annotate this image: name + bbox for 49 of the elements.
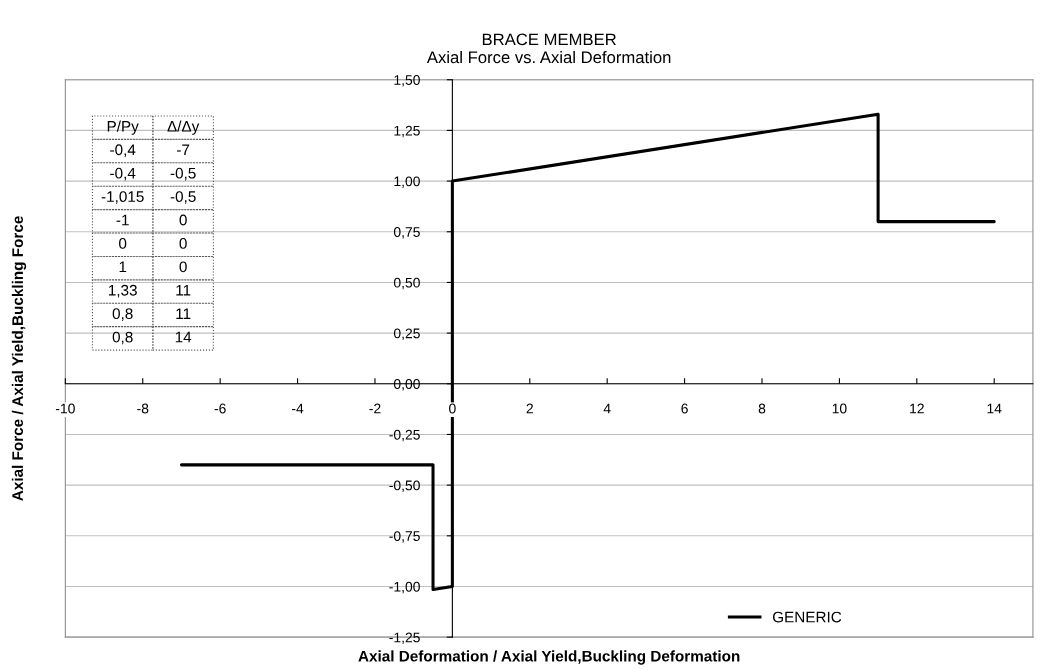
chart-subtitle: Axial Force vs. Axial Deformation [426,50,671,64]
annotation: P/Py [107,120,139,135]
annotation: 0 [179,238,187,249]
y-tick-label: 0,50 [393,277,420,290]
y-tick-label: 1,00 [394,176,420,188]
y-tick-label: 1,50 [394,75,420,87]
x-tick-label: 8 [758,403,766,414]
legend-label: GENERIC [772,611,842,623]
x-tick-label: 4 [603,403,611,414]
annotation: Δ/Δy [167,120,200,135]
x-tick-label: 12 [910,403,924,414]
annotation: 0 [179,214,187,226]
y-tick-label: 0,25 [393,328,420,340]
annotation: 0,8 [112,331,133,345]
x-tick-label: -4 [292,403,304,414]
y-tick-label: -0,25 [389,429,420,442]
annotation: 0,8 [112,308,133,321]
x-tick-label: -10 [55,403,75,414]
x-tick-label: 6 [681,403,688,414]
annotation: 1 [119,261,127,273]
annotation: 1,33 [108,284,137,298]
annotation: -1 [116,214,129,226]
y-tick-label: -0,50 [389,480,420,492]
x-tick-label: 0 [449,403,456,414]
x-tick-label: 2 [526,403,533,414]
x-tick-label: -2 [369,403,381,414]
annotation: -1,015 [101,191,144,204]
y-tick-label: 1,25 [394,125,420,138]
annotation: 0 [119,238,127,249]
annotation: 14 [175,331,192,343]
annotation: 11 [176,308,191,319]
chart-title: BRACE MEMBER [482,33,616,46]
x-axis-title: Axial Deformation / Axial Yield,Buckling Deformation [358,650,740,665]
y-tick-label: -1,25 [389,632,420,644]
annotation: -7 [177,144,190,156]
annotation: -0,5 [170,191,196,204]
annotation: -0,4 [110,144,136,157]
x-tick-label: 10 [832,403,847,414]
annotation: -0,4 [110,167,136,181]
y-axis-title: Axial Force / Axial Yield,Buckling Force [11,216,27,501]
annotation: -0,5 [170,167,196,181]
x-tick-label: 14 [987,403,1002,414]
y-tick-label: -1,00 [389,581,420,594]
x-tick-label: -8 [137,403,149,414]
annotation: 11 [176,285,191,296]
y-tick-label: -0,75 [389,531,420,543]
annotation: 0 [179,261,187,273]
x-tick-label: -6 [214,403,226,414]
y-tick-label: 0,75 [393,227,420,239]
